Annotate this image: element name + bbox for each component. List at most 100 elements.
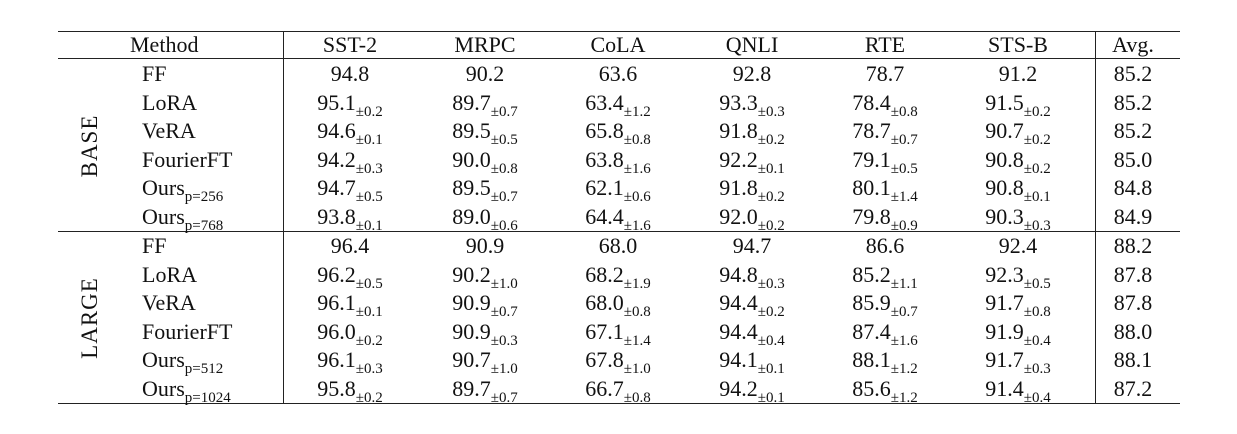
std: ±0.5 bbox=[490, 132, 518, 149]
score-cell: 94.7 bbox=[733, 235, 772, 257]
score: 96.2 bbox=[317, 261, 356, 287]
score: 94.2 bbox=[317, 146, 356, 172]
method-subscript: p=1024 bbox=[184, 390, 231, 406]
score-cell: 78.7 bbox=[866, 63, 905, 85]
method-cell: LoRA bbox=[142, 89, 197, 115]
avg-cell: 85.0 bbox=[1113, 146, 1153, 172]
score-cell: 92.4 bbox=[999, 235, 1038, 257]
score: 91.7 bbox=[985, 290, 1024, 316]
std: ±0.3 bbox=[1023, 218, 1051, 234]
score-cell: 63.6 bbox=[599, 63, 638, 85]
score-cell: 68.0 bbox=[599, 235, 638, 257]
score-cell: 94.2±0.1 bbox=[719, 378, 784, 406]
std: ±0.1 bbox=[757, 160, 785, 177]
score-cell: 94.2±0.3 bbox=[317, 146, 382, 176]
score: 95.8 bbox=[317, 376, 356, 401]
std: ±0.1 bbox=[355, 304, 383, 321]
std: ±0.7 bbox=[490, 189, 518, 206]
score-cell: 79.1±0.5 bbox=[852, 148, 917, 176]
score-cell: 86.6 bbox=[866, 235, 905, 257]
score-cell: 63.8±1.6 bbox=[585, 148, 650, 176]
score-cell: 91.9±0.4 bbox=[985, 320, 1050, 348]
method-name: LoRA bbox=[142, 89, 197, 115]
std: ±0.8 bbox=[1023, 304, 1051, 321]
score-cell: 91.8±0.2 bbox=[719, 120, 784, 148]
score-cell: 67.1±1.4 bbox=[585, 320, 650, 348]
score: 96.0 bbox=[317, 318, 356, 344]
score: 90.9 bbox=[452, 290, 491, 316]
method-cell: Oursp=768 bbox=[142, 206, 223, 234]
score-cell: 92.2±0.1 bbox=[719, 148, 784, 176]
avg-cell: 84.9 bbox=[1113, 204, 1153, 229]
score: 94.4 bbox=[719, 318, 758, 344]
method-name: VeRA bbox=[142, 290, 196, 316]
std: ±1.2 bbox=[623, 103, 651, 120]
std: ±0.1 bbox=[355, 132, 383, 149]
score: 94.7 bbox=[732, 233, 772, 258]
score: 65.8 bbox=[585, 118, 624, 144]
score: 66.7 bbox=[585, 376, 624, 401]
std: ±0.1 bbox=[757, 390, 785, 406]
score-cell: 96.1±0.1 bbox=[317, 292, 382, 320]
score: 62.1 bbox=[585, 175, 624, 201]
std: ±1.2 bbox=[890, 390, 918, 406]
score: 89.0 bbox=[452, 204, 491, 229]
avg-cell: 87.8 bbox=[1113, 290, 1153, 316]
method-name: VeRA bbox=[142, 118, 196, 144]
score: 67.8 bbox=[585, 347, 624, 373]
score: 64.4 bbox=[585, 204, 624, 229]
score: 90.0 bbox=[452, 146, 491, 172]
score-cell: 90.7±0.2 bbox=[985, 120, 1050, 148]
std: ±0.3 bbox=[355, 160, 383, 177]
score-cell: 87.4±1.6 bbox=[852, 318, 917, 348]
score-cell: 91.2 bbox=[999, 63, 1038, 85]
score: 90.3 bbox=[985, 204, 1024, 229]
score-cell: 79.8±0.9 bbox=[852, 206, 917, 234]
score-cell: 94.7±0.5 bbox=[317, 177, 382, 205]
score: 94.4 bbox=[719, 290, 758, 316]
score-cell: 91.8±0.2 bbox=[719, 177, 784, 205]
std: ±1.0 bbox=[490, 275, 518, 292]
avg-cell: 85.2 bbox=[1113, 61, 1153, 86]
std: ±0.4 bbox=[757, 332, 785, 349]
std: ±1.6 bbox=[623, 160, 651, 177]
method-name: FF bbox=[142, 233, 167, 258]
score-cell: 85.6±1.2 bbox=[852, 378, 917, 406]
method-name: Ours bbox=[142, 376, 185, 401]
score-cell: 78.7±0.7 bbox=[852, 120, 917, 148]
std: ±0.2 bbox=[757, 218, 785, 234]
std: ±0.3 bbox=[757, 275, 785, 292]
method-cell: FourierFT bbox=[142, 148, 232, 171]
score-cell: 94.8±0.3 bbox=[719, 261, 784, 291]
score-cell: 65.8±0.8 bbox=[585, 118, 650, 148]
score: 68.0 bbox=[585, 290, 624, 316]
score: 92.3 bbox=[985, 261, 1024, 287]
score: 90.7 bbox=[452, 347, 491, 373]
std: ±1.4 bbox=[623, 332, 651, 349]
score: 86.6 bbox=[865, 233, 905, 258]
avg-cell: 88.0 bbox=[1113, 318, 1153, 344]
score: 87.4 bbox=[852, 318, 891, 344]
score: 95.1 bbox=[317, 89, 356, 115]
std: ±0.7 bbox=[490, 390, 518, 406]
score-cell: 63.4±1.2 bbox=[585, 91, 650, 119]
score: 91.7 bbox=[985, 347, 1024, 373]
score: 90.8 bbox=[985, 146, 1024, 172]
method-cell: Oursp=1024 bbox=[142, 376, 231, 406]
header-cell: RTE bbox=[864, 32, 906, 57]
std: ±0.3 bbox=[355, 361, 383, 378]
score-cell: 90.9±0.3 bbox=[452, 320, 517, 348]
score: 92.0 bbox=[719, 204, 758, 229]
score: 91.2 bbox=[998, 61, 1038, 86]
score-cell: 89.5±0.5 bbox=[452, 120, 517, 148]
score: 91.5 bbox=[985, 89, 1024, 115]
std: ±0.8 bbox=[623, 304, 651, 321]
score: 94.8 bbox=[719, 261, 758, 287]
score-cell: 90.3±0.3 bbox=[985, 204, 1050, 234]
score: 68.0 bbox=[598, 233, 638, 258]
score-cell: 89.0±0.6 bbox=[452, 204, 517, 234]
score-cell: 90.8±0.1 bbox=[985, 177, 1050, 205]
score-cell: 85.9±0.7 bbox=[852, 292, 917, 320]
score: 88.1 bbox=[852, 347, 891, 373]
score-cell: 94.6±0.1 bbox=[317, 120, 382, 148]
